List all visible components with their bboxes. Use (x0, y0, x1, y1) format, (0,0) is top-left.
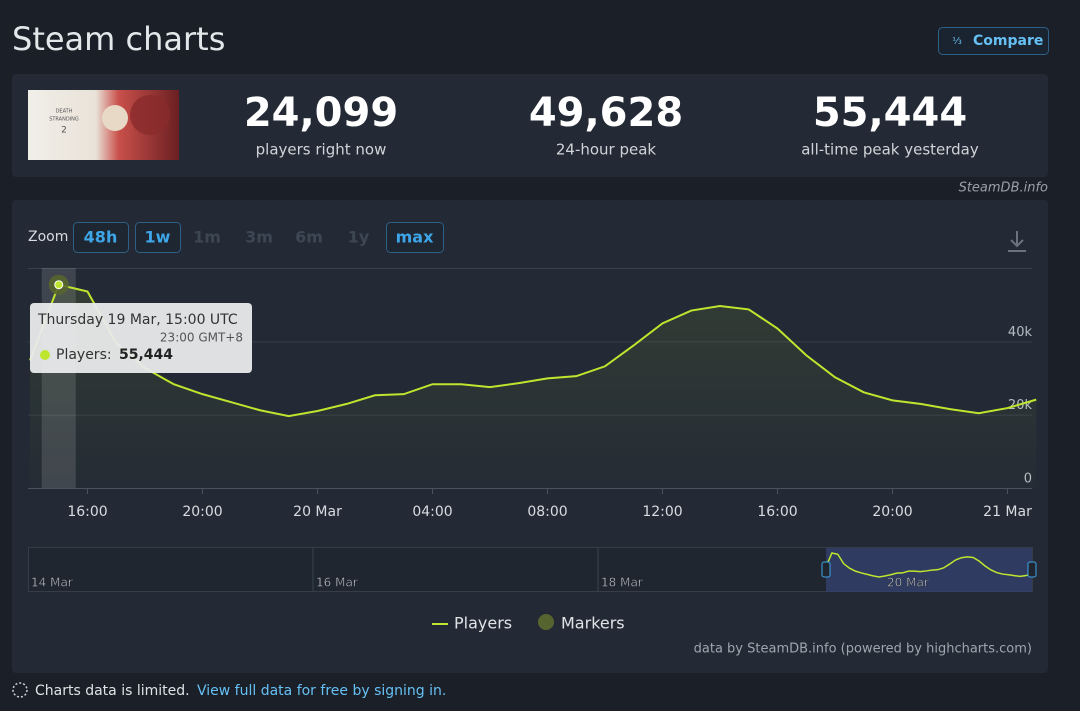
x-tick-label: 21 Mar (983, 504, 1032, 520)
cover-text: DEATH (56, 109, 73, 115)
zoom-button-label[interactable]: max (396, 228, 434, 247)
navigator-handle[interactable] (1027, 561, 1037, 578)
zoom-button-label: 3m (245, 228, 273, 247)
stat-value: 55,444 (813, 90, 967, 136)
line (29, 283, 1037, 418)
zoom-button-label[interactable]: 1w (145, 228, 171, 247)
x-tick-label: 16:00 (67, 504, 107, 520)
tooltip (30, 303, 252, 373)
compare-icon[interactable]: ⅓ (952, 36, 962, 47)
navigator-label: 16 Mar (316, 576, 358, 590)
legend-swatch (538, 614, 554, 630)
cover-text: 2 (61, 126, 67, 136)
zoom-button-label: 1m (193, 228, 221, 247)
zoom-button-label: 1y (348, 228, 370, 247)
tooltip-series: Players: (56, 347, 112, 363)
stat-label: all-time peak yesterday (801, 141, 979, 159)
zoom-buttons: 48h 1w 1m 3m 6m 1y max (73, 222, 444, 253)
zoom-button[interactable] (73, 222, 129, 253)
legend-label[interactable]: Markers (561, 614, 625, 633)
x-tick-label: 20:00 (872, 504, 912, 520)
zoom-button[interactable] (386, 222, 444, 253)
footer-link[interactable]: View full data for free by signing in. (197, 683, 446, 699)
tooltip-date: Thursday 19 Mar, 15:00 UTC (37, 312, 238, 328)
navigator-handle[interactable] (821, 561, 831, 578)
x-tick-label: 20 Mar (293, 504, 342, 520)
tooltip-swatch (40, 350, 50, 360)
stat-value: 24,099 (244, 90, 398, 136)
legend-label[interactable]: Players (454, 614, 512, 633)
zoom-label: Zoom (28, 229, 68, 245)
zoom-button[interactable] (135, 222, 181, 253)
stats-panel (12, 74, 1048, 177)
y-tick-label: 40k (1008, 325, 1033, 340)
download-icon[interactable] (1008, 231, 1026, 252)
x-tick-label: 08:00 (527, 504, 567, 520)
cover-figure (102, 105, 128, 131)
navigator-label: 18 Mar (601, 576, 643, 590)
notice-icon (12, 682, 28, 698)
navigator-label: 14 Mar (31, 576, 73, 590)
cover-figure (130, 95, 170, 135)
compare-label[interactable]: Compare (973, 33, 1043, 49)
zoom-button-label: 6m (295, 228, 323, 247)
game-image: DEATH STRANDING 2 (28, 90, 179, 160)
stat-label: players right now (256, 141, 387, 159)
stat-label: 24-hour peak (556, 141, 657, 159)
chart-credit: data by SteamDB.info (powered by highcha… (694, 642, 1032, 657)
x-tick-label: 04:00 (412, 504, 452, 520)
compare-button[interactable]: ⅓ Compare (938, 27, 1049, 55)
tooltip-local: 23:00 GMT+8 (160, 331, 243, 345)
stats: 24,099 players right now 49,628 24-hour pea… (244, 90, 979, 159)
x-tick-label: 12:00 (642, 504, 682, 520)
x-tick-label: 16:00 (757, 504, 797, 520)
tooltip-value: 55,444 (119, 347, 173, 363)
stat-value: 49,628 (529, 90, 683, 136)
download-glyph[interactable] (1008, 231, 1026, 252)
navigator-line (825, 552, 1033, 578)
credit: SteamDB.info (959, 181, 1048, 196)
page-title: Steam charts (12, 20, 225, 58)
point (54, 280, 64, 290)
footer-notice: Charts data is limited. (35, 683, 190, 699)
button-frame[interactable] (938, 27, 1049, 55)
navigator-label: 20 Mar (887, 576, 929, 590)
cover-text: STRANDING (49, 117, 79, 123)
zoom-button-label[interactable]: 48h (84, 228, 118, 247)
x-tick-label: 20:00 (182, 504, 222, 520)
